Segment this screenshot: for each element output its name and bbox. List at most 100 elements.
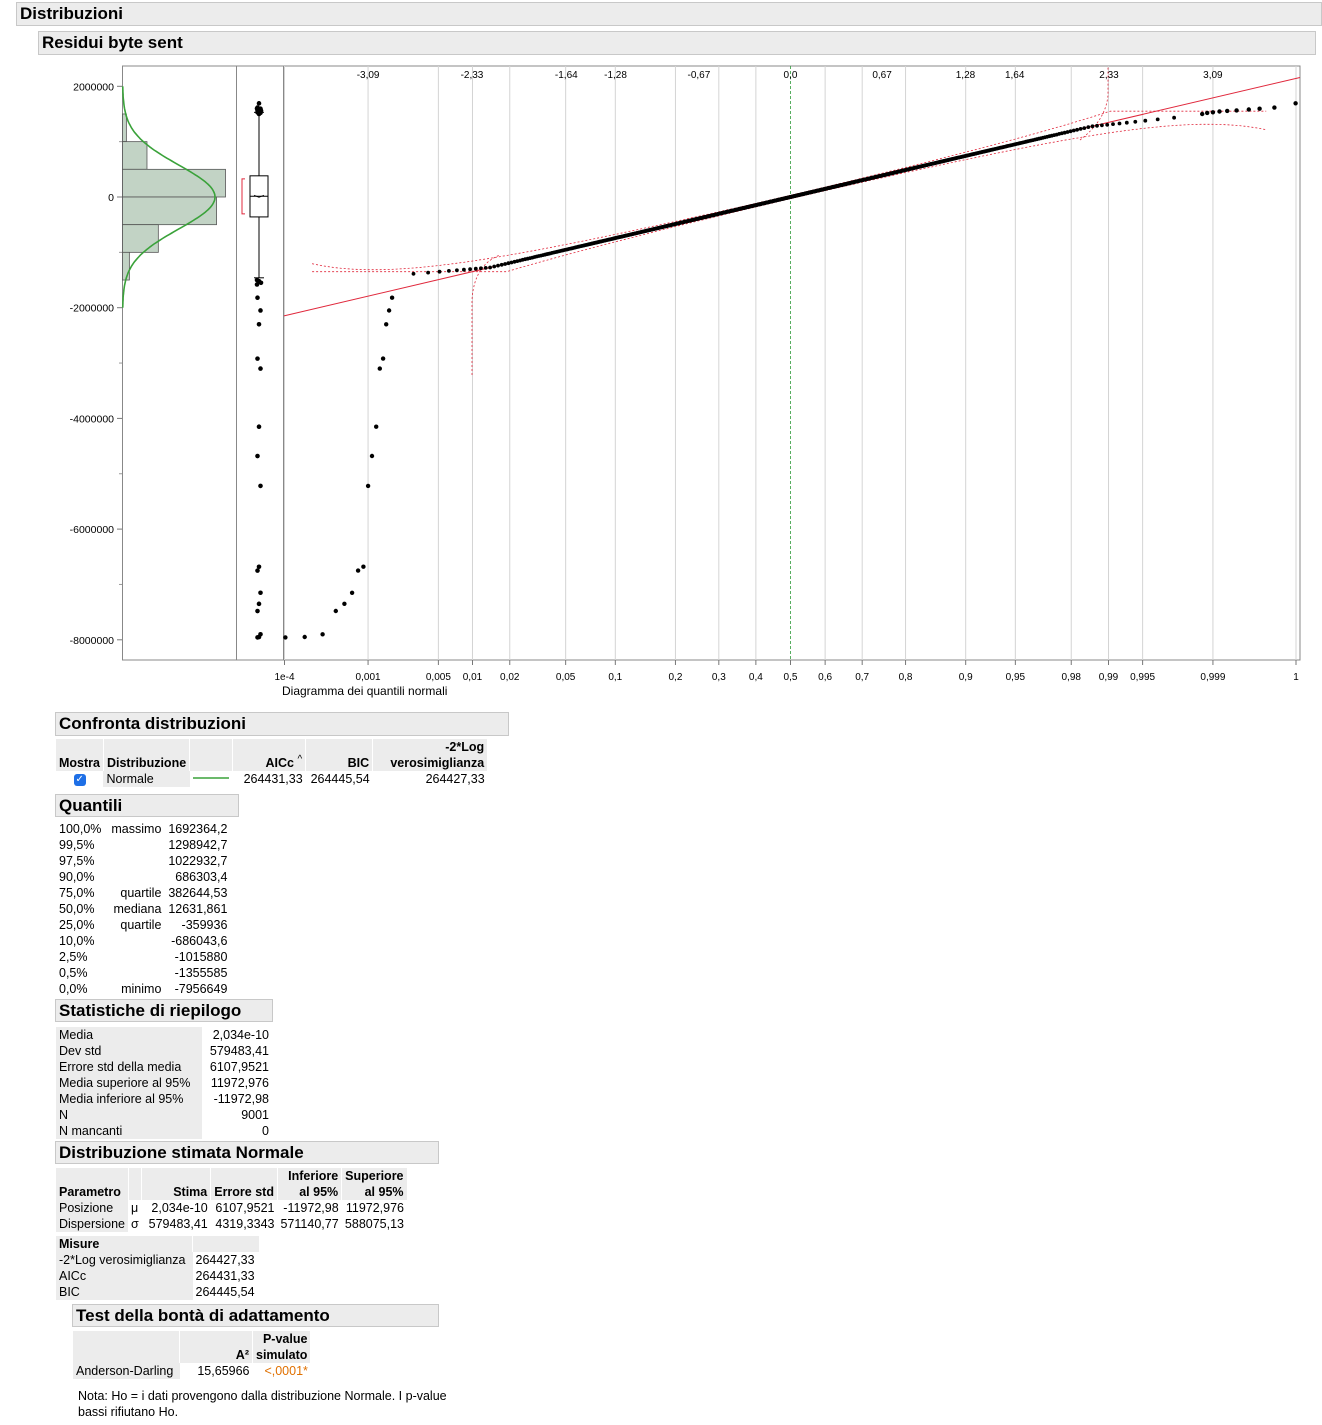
col-inferiore: Inferiore al 95%	[277, 1168, 343, 1200]
qq-point	[1133, 119, 1138, 124]
col-loglik-line2: verosimiglianza	[390, 756, 485, 770]
qq-point	[1155, 117, 1160, 122]
stat-label: Media superiore al 95%	[56, 1075, 202, 1091]
qq-top-tick-label: -2,33	[461, 70, 484, 81]
box-outlier-point	[258, 308, 263, 313]
col-stima: Stima	[141, 1168, 212, 1200]
qq-x-axis-label: Diagramma dei quantili normali	[282, 684, 447, 698]
quantile-pct: 50,0%	[59, 902, 95, 916]
qq-top-tick-label: -1,28	[604, 70, 627, 81]
quantile-value: 1692364,2	[168, 822, 228, 836]
qq-outlier-point	[1210, 110, 1216, 115]
qq-outlier-point	[386, 308, 392, 313]
qq-bottom-tick-label: 0,3	[712, 672, 726, 683]
quantile-value: 1298942,7	[168, 838, 228, 852]
qq-bottom-tick-label: 1	[1293, 672, 1299, 683]
quantile-value: 12631,861	[168, 902, 228, 916]
col-inferiore-line2: al 95%	[299, 1185, 339, 1199]
qq-outlier-point	[365, 483, 371, 489]
qq-point	[483, 266, 488, 270]
qq-point	[1095, 123, 1099, 128]
box-outlier-point	[256, 601, 262, 607]
qq-point	[1172, 115, 1176, 120]
misure-label: -2*Log verosimiglianza	[56, 1252, 193, 1268]
qq-outlier-point	[384, 322, 389, 327]
box-outlier-point	[255, 356, 260, 361]
test-note: Nota: Ho = i dati provengono dalla distr…	[78, 1389, 447, 1419]
box-outlier-point	[256, 322, 262, 327]
sort-caret-icon: ^	[297, 753, 303, 765]
y-tick-label: -8000000	[70, 635, 115, 647]
qq-outlier-point	[355, 568, 361, 573]
param-name: Posizione	[56, 1200, 129, 1216]
col-superiore: Superiore al 95%	[341, 1168, 408, 1200]
header-distribuzioni-title: Distribuzioni	[20, 4, 123, 23]
qq-bottom-tick-label: 0,999	[1200, 672, 1225, 683]
header-distribuzioni[interactable]: Distribuzioni	[16, 2, 1322, 26]
header-statistiche[interactable]: Statistiche di riepilogo	[55, 999, 273, 1022]
col-pvalue: P-value simulato	[252, 1331, 312, 1363]
box-outlier-point	[258, 366, 263, 371]
param-superiore: 588075,13	[344, 1217, 405, 1231]
quantile-pct: 100,0%	[59, 822, 102, 836]
histogram-bar	[122, 113, 127, 143]
header-confronta[interactable]: Confronta distribuzioni	[55, 712, 509, 736]
qq-point	[1062, 130, 1067, 135]
header-distrib-stimata-title: Distribuzione stimata Normale	[59, 1143, 304, 1162]
qq-outlier-point	[369, 453, 375, 459]
header-residui[interactable]: Residui byte sent	[38, 31, 1316, 55]
qq-outlier-point	[1200, 111, 1205, 117]
stat-label: Media	[56, 1027, 202, 1043]
box-outlier-point	[254, 106, 260, 111]
quantile-row: 50,0% mediana 12631,861	[56, 901, 230, 917]
loglik-value: 264427,33	[425, 772, 485, 786]
header-quantili[interactable]: Quantili	[55, 794, 239, 817]
stat-row: N 9001	[56, 1107, 272, 1123]
quantile-pct: 25,0%	[59, 918, 95, 932]
col-superiore-line2: al 95%	[364, 1185, 404, 1199]
box-mean-diamond	[253, 194, 265, 198]
qq-point	[1065, 130, 1070, 134]
test-name: Anderson-Darling	[73, 1363, 180, 1379]
qq-point	[503, 262, 507, 266]
box-outlier-point	[254, 282, 260, 287]
qq-bottom-tick-label: 0,9	[959, 672, 973, 683]
qq-outlier-point	[1205, 110, 1210, 116]
qq-point	[488, 265, 492, 270]
misure-value-header	[192, 1236, 260, 1252]
mostra-checkbox[interactable]: ✓	[73, 773, 86, 786]
header-residui-title: Residui byte sent	[42, 33, 183, 52]
param-stima: 2,034e-10	[151, 1201, 208, 1215]
stat-row: Errore std della media 6107,9521	[56, 1059, 272, 1075]
stat-label: Media inferiore al 95%	[56, 1091, 202, 1107]
qq-outlier-point	[333, 608, 338, 614]
quantile-row: 25,0% quartile -359936	[56, 917, 230, 933]
quantile-label	[104, 965, 164, 981]
qq-outlier-point	[1225, 108, 1230, 114]
summary-stats-table: Media 2,034e-10 Dev std 579483,41 Errore std…	[56, 1027, 272, 1139]
qq-point	[506, 261, 511, 266]
qq-bottom-tick-label: 0,995	[1130, 672, 1155, 683]
quantile-pct: 0,5%	[59, 966, 88, 980]
param-row-posizione: Posizione μ 2,034e-10 6107,9521 -11972,9…	[56, 1200, 407, 1216]
qq-outlier-point	[1217, 109, 1222, 114]
param-name: Dispersione	[56, 1216, 129, 1232]
col-aicc[interactable]: AICc ^	[232, 739, 307, 771]
legend-line-cell	[190, 771, 233, 787]
qq-point	[1111, 122, 1115, 126]
box-outlier-point	[256, 424, 262, 430]
stat-row: Media inferiore al 95% -11972,98	[56, 1091, 272, 1107]
stat-row: N mancanti 0	[56, 1123, 272, 1139]
qq-bottom-tick-label: 0,02	[500, 672, 520, 683]
col-line	[189, 739, 234, 771]
header-distrib-stimata[interactable]: Distribuzione stimata Normale	[55, 1141, 439, 1164]
qq-point	[1100, 123, 1104, 128]
quantile-value: 1022932,7	[168, 854, 228, 868]
quantile-label	[104, 869, 164, 885]
y-tick-label: 2000000	[73, 81, 114, 93]
col-distribuzione: Distribuzione	[103, 739, 191, 771]
qq-point	[455, 268, 459, 273]
header-quantili-title: Quantili	[59, 796, 123, 815]
header-test[interactable]: Test della bontà di adattamento	[72, 1304, 439, 1327]
qq-top-tick-label: 2,33	[1099, 70, 1119, 81]
